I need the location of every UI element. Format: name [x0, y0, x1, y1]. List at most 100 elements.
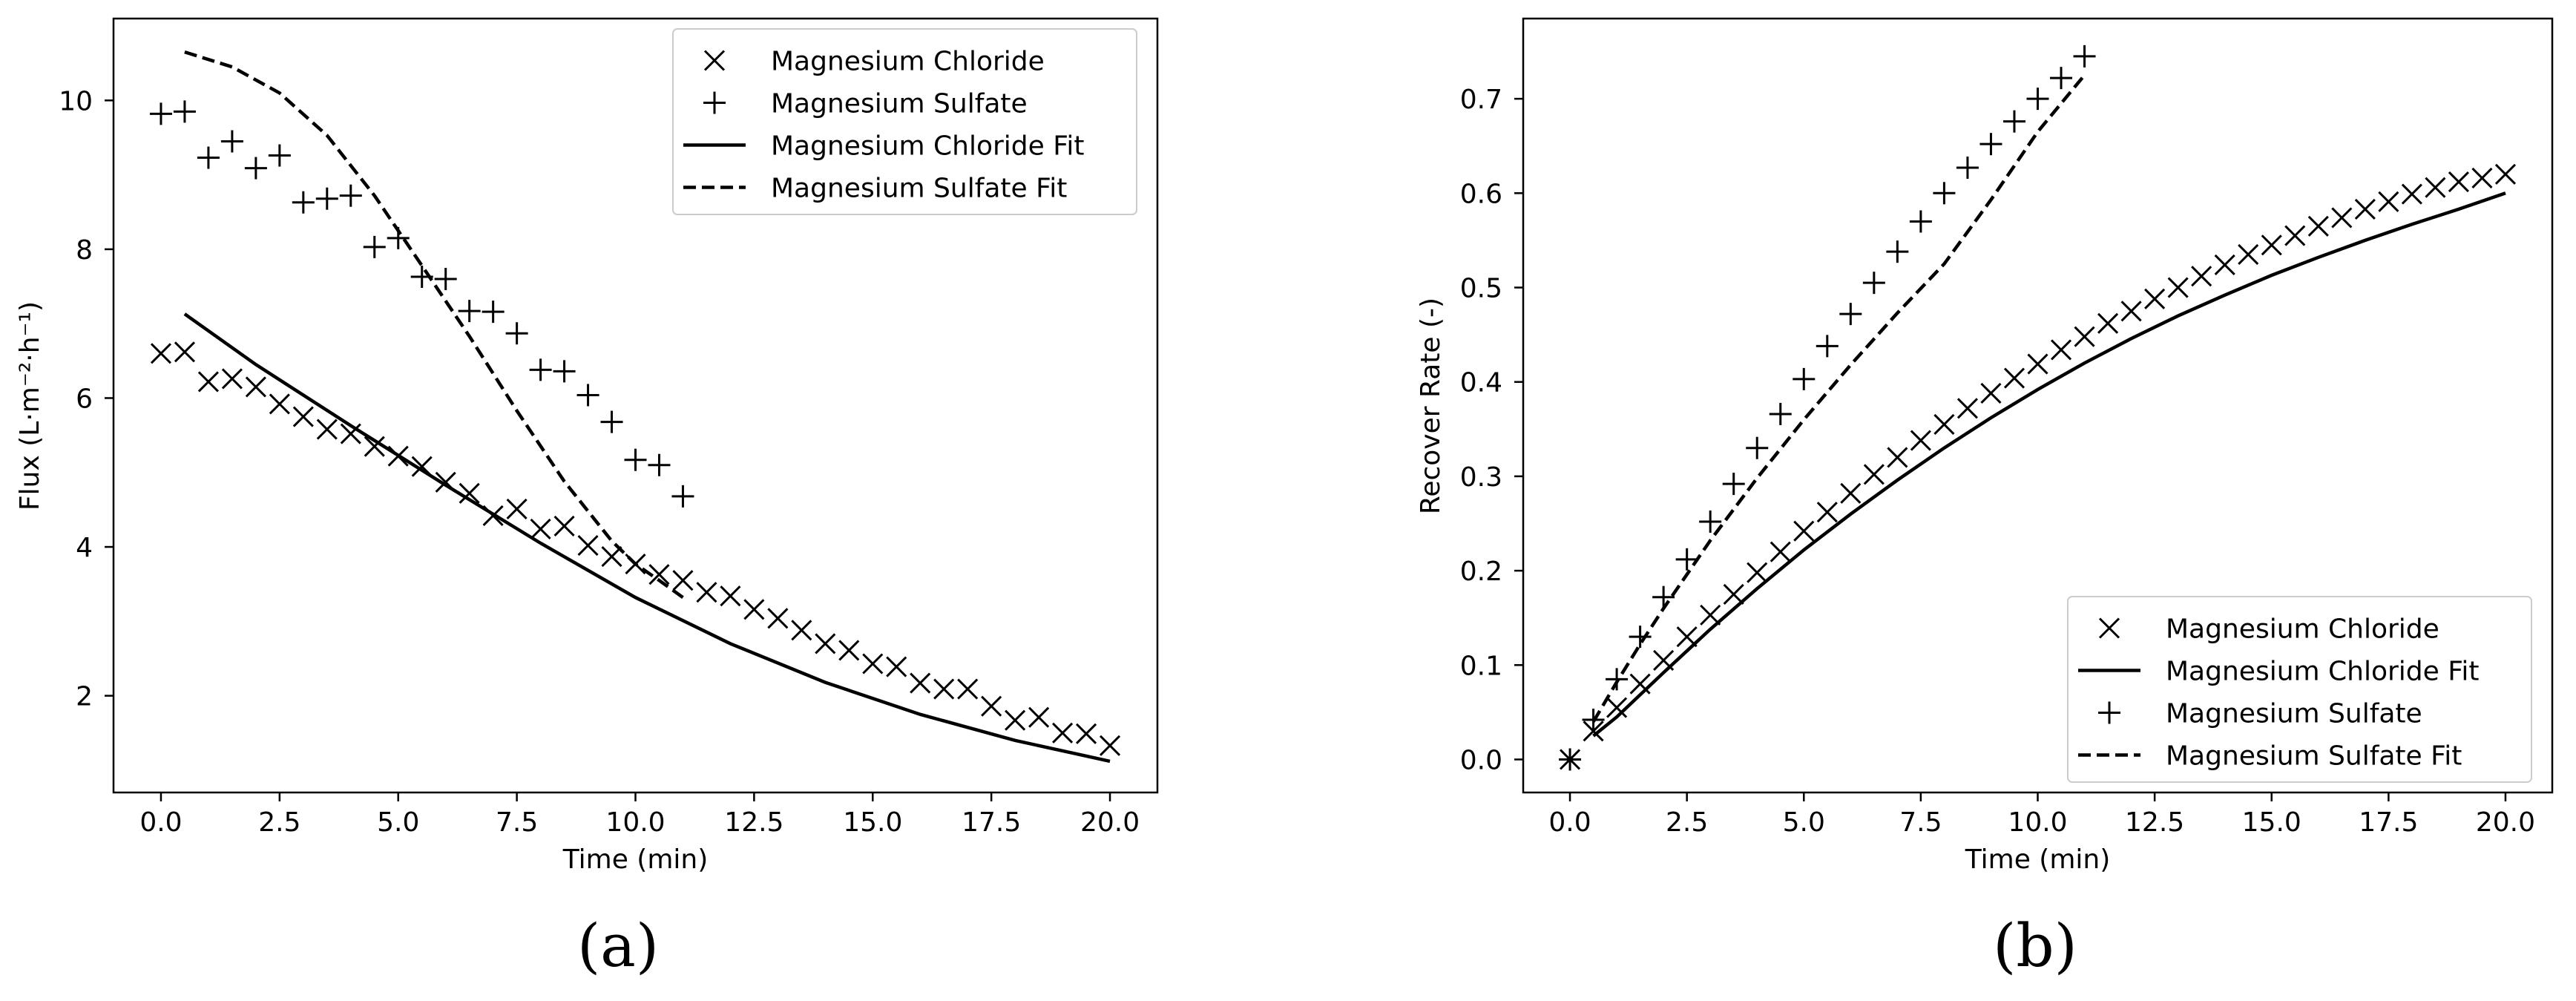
series-a-magnesium-chloride-point-3-stroke-2	[221, 368, 243, 390]
series-b-magnesium-sulfate-point-21	[2050, 67, 2073, 90]
panel-label-b: (b)	[1993, 911, 2077, 980]
legend-key-b-2	[2098, 701, 2120, 724]
series-b-magnesium-chloride-point-15-stroke-2	[1910, 430, 1931, 451]
legend-label-a-3: Magnesium Sulfate Fit	[771, 174, 1067, 204]
series-a-magnesium-chloride-point-39-stroke-2	[1076, 723, 1097, 744]
series-b-magnesium-chloride-point-32	[2307, 215, 2329, 237]
series-b-magnesium-sulfate-point-19	[2002, 110, 2025, 133]
legend-key-a-0	[703, 50, 726, 71]
x-tick-label-b-5: 12.5	[2125, 807, 2184, 838]
series-a-magnesium-chloride-point-34-stroke-2	[957, 678, 979, 700]
series-a-magnesium-sulfate-point-20	[624, 448, 647, 471]
series-b-magnesium-chloride-point-14-stroke-2	[1887, 447, 1908, 468]
series-b-magnesium-chloride-point-34	[2354, 198, 2376, 220]
x-tick-label-b-3: 7.5	[1899, 807, 1942, 838]
series-a-magnesium-chloride-point-4-stroke-2	[245, 376, 266, 398]
series-b-magnesium-sulfate-fit-line	[1591, 73, 2086, 723]
series-b-magnesium-sulfate-point-7	[1722, 473, 1745, 496]
y-tick-label-a-0: 2	[76, 682, 93, 712]
panel-b-recover-rate-chart: 0.0 2.5 5.0 7.5 10.0 12.5 15.0 17.5 20.0 0.0 0.1 0.…	[1416, 17, 2554, 980]
series-a-magnesium-chloride-point-18	[577, 534, 599, 557]
series-a-magnesium-chloride	[150, 341, 1121, 756]
series-b-magnesium-sulfate-point-3	[1629, 626, 1652, 649]
series-b-magnesium-chloride-fit	[1592, 191, 2506, 738]
series-a-magnesium-sulfate-point-13	[458, 300, 481, 323]
series-a-magnesium-chloride-point-21-stroke-2	[648, 564, 670, 585]
series-a-magnesium-chloride-point-30-stroke-2	[862, 653, 884, 675]
series-a-magnesium-chloride-point-2	[197, 371, 219, 393]
series-b-magnesium-sulfate	[1559, 45, 2096, 771]
series-a-magnesium-sulfate-fit-line	[184, 50, 684, 600]
series-b-magnesium-chloride-point-12	[1840, 482, 1862, 504]
series-a-magnesium-chloride-point-32	[910, 672, 931, 694]
series-b-magnesium-chloride-point-20-stroke-2	[2027, 353, 2048, 375]
series-b-magnesium-chloride-point-6-stroke-2	[1700, 604, 1721, 626]
series-a-magnesium-chloride-point-5	[269, 393, 290, 415]
legend-label-b-3: Magnesium Sulfate Fit	[2166, 741, 2462, 772]
x-tick-label-b-8: 20.0	[2476, 807, 2535, 838]
series-b-magnesium-chloride-point-28	[2214, 254, 2235, 276]
series-b-magnesium-chloride-point-13	[1863, 464, 1885, 485]
series-b-magnesium-chloride-point-34-stroke-2	[2354, 198, 2376, 220]
series-b-magnesium-chloride-point-39	[2471, 167, 2493, 189]
series-b-magnesium-chloride-point-37-stroke-2	[2425, 177, 2446, 198]
series-a-magnesium-chloride-point-7-stroke-2	[316, 419, 338, 440]
series-b-magnesium-chloride	[1559, 163, 2517, 770]
series-b-magnesium-sulfate-fit	[1591, 73, 2086, 723]
x-tick-label-a-0: 0.0	[139, 807, 182, 838]
series-a-magnesium-chloride-point-6-stroke-2	[292, 406, 314, 427]
x-tick-label-a-4: 10.0	[605, 807, 665, 838]
y-tick-label-b-4: 0.4	[1460, 368, 1502, 398]
x-tick-label-b-4: 10.0	[2008, 807, 2067, 838]
series-a-magnesium-sulfate-point-5	[268, 144, 291, 167]
series-b-magnesium-chloride-point-24-stroke-2	[2120, 301, 2142, 322]
series-b-magnesium-chloride-point-38-stroke-2	[2448, 171, 2469, 193]
series-b-magnesium-chloride-point-20	[2027, 353, 2048, 375]
series-b-magnesium-chloride-point-23	[2097, 312, 2119, 334]
x-tick-label-b-7: 17.5	[2359, 807, 2418, 838]
y-tick-label-b-3: 0.3	[1460, 462, 1502, 493]
series-b-magnesium-chloride-point-25-stroke-2	[2144, 288, 2166, 309]
panel-label-a: (a)	[577, 911, 659, 980]
series-b-magnesium-sulfate-point-17	[1956, 156, 1979, 179]
series-a-magnesium-chloride-point-29	[838, 640, 860, 661]
series-b-magnesium-sulfate-point-10	[1793, 367, 1816, 390]
legend-key-a-0-stroke-2	[703, 50, 726, 71]
series-a-magnesium-sulfate-point-12	[434, 268, 457, 291]
series-a-magnesium-chloride-point-31-stroke-2	[886, 656, 907, 677]
series-b-magnesium-chloride-point-1	[1583, 721, 1604, 742]
series-a-magnesium-chloride-point-27	[791, 620, 812, 641]
series-a-magnesium-chloride-point-26	[767, 608, 789, 629]
series-a-magnesium-sulfate-point-22	[671, 485, 694, 508]
series-b-magnesium-chloride-point-19	[2003, 367, 2025, 389]
series-a-magnesium-sulfate-fit	[184, 50, 684, 600]
y-tick-label-b-5: 0.5	[1460, 274, 1502, 304]
series-a-magnesium-chloride-point-8-stroke-2	[340, 423, 361, 444]
series-b-magnesium-chloride-point-3-stroke-2	[1629, 673, 1651, 695]
series-a-magnesium-chloride-point-24-stroke-2	[720, 585, 741, 607]
series-a-magnesium-chloride-fit	[183, 312, 1111, 764]
series-a-magnesium-chloride-point-25	[743, 599, 765, 620]
y-tick-label-a-2: 6	[76, 384, 93, 414]
series-a-magnesium-chloride-point-25-stroke-2	[743, 599, 765, 620]
y-axis-label-b: Recover Rate (-)	[1416, 298, 1446, 514]
series-a-magnesium-chloride-point-32-stroke-2	[910, 672, 931, 694]
x-tick-label-b-6: 15.0	[2242, 807, 2301, 838]
series-a-magnesium-sulfate-point-21	[648, 453, 671, 476]
series-b-magnesium-chloride-point-7	[1723, 583, 1744, 605]
series-b-magnesium-chloride-point-1-stroke-2	[1583, 721, 1604, 742]
series-a-magnesium-sulfate-point-8	[339, 184, 362, 207]
series-a-magnesium-chloride-point-28-stroke-2	[815, 633, 836, 654]
series-a-magnesium-chloride-point-8	[340, 423, 361, 444]
series-a-magnesium-chloride-point-26-stroke-2	[767, 608, 789, 629]
series-a-magnesium-chloride-point-12-stroke-2	[435, 471, 456, 493]
series-a-magnesium-sulfate-point-4	[244, 157, 267, 180]
series-b-magnesium-chloride-point-12-stroke-2	[1840, 482, 1862, 504]
x-tick-label-b-2: 5.0	[1783, 807, 1825, 838]
series-a-magnesium-chloride-point-5-stroke-2	[269, 393, 290, 415]
series-a-magnesium-chloride-point-30	[862, 653, 884, 675]
series-b-magnesium-chloride-point-21	[2050, 339, 2072, 361]
y-axis-label-a: Flux (L·m⁻²·h⁻¹)	[15, 301, 45, 511]
y-tick-label-b-2: 0.2	[1460, 557, 1502, 587]
